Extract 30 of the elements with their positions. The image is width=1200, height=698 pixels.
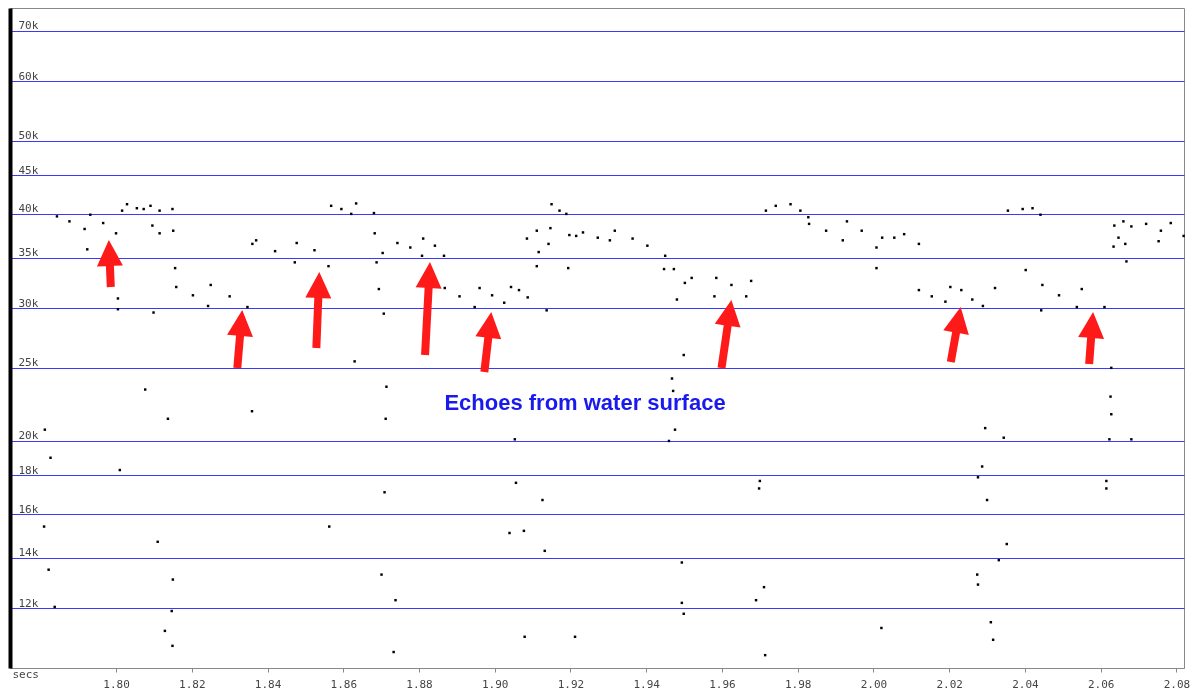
x-tick-label: 2.02 <box>936 677 963 691</box>
y-tick-label: 18k <box>18 463 39 477</box>
x-axis-title: secs <box>12 667 39 681</box>
x-tick-label: 1.94 <box>633 677 661 691</box>
y-tick-label: 16k <box>18 502 39 516</box>
x-tick-label: 1.90 <box>482 677 509 691</box>
x-tick-label: 1.92 <box>557 677 585 691</box>
x-tick-label: 1.98 <box>784 677 812 691</box>
x-tick-label: 2.06 <box>1087 677 1115 691</box>
x-tick-label: 2.00 <box>860 677 888 691</box>
y-tick-label: 20k <box>18 429 39 443</box>
y-tick-label: 60k <box>18 69 39 83</box>
y-tick-label: 35k <box>18 246 39 260</box>
y-tick-label: 40k <box>18 202 39 216</box>
x-tick-label: 2.08 <box>1163 677 1191 691</box>
x-tick-label: 2.04 <box>1012 677 1040 691</box>
x-tick-label: 1.86 <box>330 677 358 691</box>
annotation: Echoes from water surface <box>444 390 726 415</box>
y-tick-label: 12k <box>18 596 39 610</box>
y-tick-label: 30k <box>18 296 39 310</box>
y-tick-label: 50k <box>18 129 39 143</box>
y-tick-label: 70k <box>18 19 39 33</box>
x-tick-label: 1.80 <box>103 677 130 691</box>
y-tick-label: 25k <box>18 356 39 370</box>
x-tick-label: 1.88 <box>406 677 433 691</box>
y-tick-label: 45k <box>18 163 39 177</box>
x-tick-label: 1.82 <box>179 677 206 691</box>
x-tick-label: 1.84 <box>254 677 282 691</box>
y-tick-label: 14k <box>18 546 39 560</box>
x-tick-label: 1.96 <box>709 677 736 691</box>
